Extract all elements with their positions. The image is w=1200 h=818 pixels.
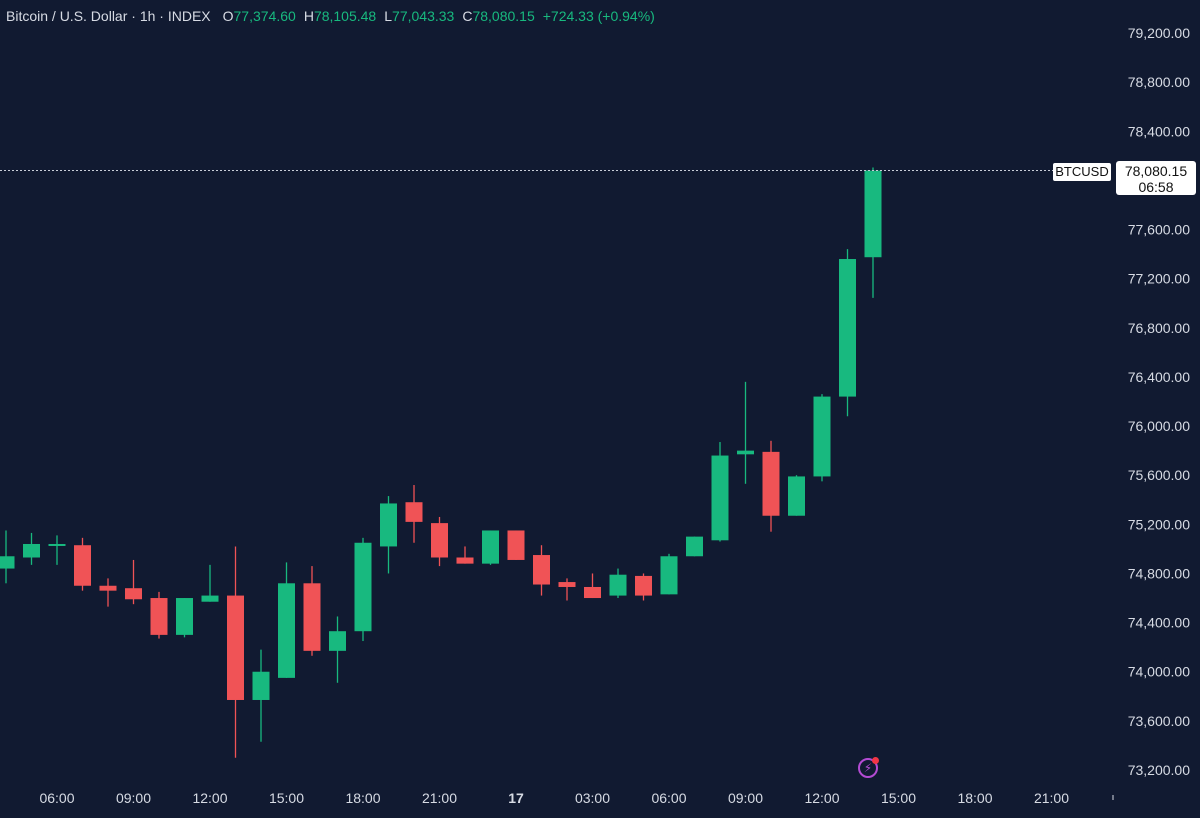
candle-body[interactable] (176, 598, 193, 635)
time-tick-label: 09:00 (728, 790, 763, 806)
candle-body[interactable] (558, 582, 576, 587)
time-tick-label: 06:00 (651, 790, 686, 806)
open-key: O (222, 8, 234, 24)
candle-body[interactable] (23, 543, 40, 558)
time-tick-label: 12:00 (192, 790, 227, 806)
candle-body[interactable] (303, 583, 321, 651)
candle-body[interactable] (788, 476, 805, 516)
candle-body[interactable] (711, 455, 729, 541)
candle-body[interactable] (839, 259, 856, 397)
time-tick-label: 03:00 (575, 790, 610, 806)
price-tick-label: 76,800.00 (1128, 320, 1190, 336)
time-tick-label: 15:00 (881, 790, 916, 806)
high-key: H (303, 8, 314, 24)
high-value: 78,105.48 (313, 8, 377, 24)
candle-body[interactable] (635, 575, 652, 596)
candle-body[interactable] (0, 556, 15, 569)
time-axis[interactable]: 06:00 09:00 12:00 15:00 18:00 21:00 17 03:00 06:… (39, 790, 1069, 806)
last-price-badge: 78,080.15 06:58 (1116, 161, 1196, 195)
candle-body[interactable] (354, 542, 372, 632)
candle-body[interactable] (686, 536, 703, 557)
price-tick-label: 78,400.00 (1128, 123, 1190, 139)
time-tick-label: 21:00 (1034, 790, 1069, 806)
candle-body[interactable] (380, 503, 397, 547)
change-value: +724.33 (+0.94%) (542, 8, 655, 24)
price-tick-label: 74,400.00 (1128, 615, 1190, 631)
candle-body[interactable] (737, 450, 754, 455)
candle-body[interactable] (762, 451, 780, 516)
candle-body[interactable] (405, 502, 423, 522)
candle-body[interactable] (533, 555, 550, 585)
candle-body[interactable] (507, 530, 525, 560)
low-value: 77,043.33 (392, 8, 455, 24)
time-tick-label: 17 (508, 790, 524, 806)
candle-body[interactable] (99, 585, 117, 591)
candle-body[interactable] (660, 556, 678, 595)
time-tick-label: 06:00 (39, 790, 74, 806)
last-price-value: 78,080.15 (1124, 163, 1188, 179)
candle-body[interactable] (813, 396, 831, 477)
price-tick-label: 77,200.00 (1128, 271, 1190, 287)
candle-body[interactable] (329, 631, 346, 651)
chart-legend: Bitcoin / U.S. Dollar · 1h · INDEX O 77,3… (6, 8, 663, 24)
candle-body[interactable] (456, 557, 474, 564)
candle-body[interactable] (150, 598, 168, 635)
price-tick-label: 76,400.00 (1128, 369, 1190, 385)
time-tick-label: 12:00 (804, 790, 839, 806)
candle-body[interactable] (609, 574, 627, 596)
notification-dot-icon (872, 757, 879, 764)
time-tick-label: 18:00 (345, 790, 380, 806)
bar-countdown: 06:58 (1138, 179, 1174, 195)
close-key: C (462, 8, 473, 24)
candle-body[interactable] (227, 595, 244, 700)
price-tick-label: 73,600.00 (1128, 713, 1190, 729)
time-tick-label: 09:00 (116, 790, 151, 806)
symbol-price-label: BTCUSD (1053, 163, 1111, 181)
candle-body[interactable] (584, 586, 601, 599)
time-tick-label: 18:00 (957, 790, 992, 806)
price-axis[interactable]: 79,200.0078,800.0078,400.0078,000.0077,6… (1128, 25, 1190, 778)
candle-body[interactable] (252, 671, 270, 700)
symbol-title[interactable]: Bitcoin / U.S. Dollar · 1h · INDEX (6, 8, 211, 24)
open-value: 77,374.60 (233, 8, 296, 24)
close-value: 78,080.15 (472, 8, 535, 24)
candle-body[interactable] (482, 530, 499, 564)
candle-body[interactable] (201, 595, 219, 602)
candle-body[interactable] (48, 543, 66, 546)
low-key: L (384, 8, 393, 24)
price-tick-label: 73,200.00 (1128, 762, 1190, 778)
price-tick-label: 77,600.00 (1128, 222, 1190, 238)
candle-body[interactable] (431, 523, 448, 558)
time-tick-label: 15:00 (269, 790, 304, 806)
price-tick-label: 79,200.00 (1128, 25, 1190, 41)
price-tick-label: 76,000.00 (1128, 418, 1190, 434)
price-tick-label: 74,800.00 (1128, 565, 1190, 581)
candle-body[interactable] (74, 545, 91, 586)
flash-alert-icon[interactable]: ⚡ (858, 758, 878, 778)
price-tick-label: 75,600.00 (1128, 467, 1190, 483)
price-tick-label: 75,200.00 (1128, 516, 1190, 532)
price-tick-label: 78,800.00 (1128, 74, 1190, 90)
candle-body[interactable] (125, 588, 142, 600)
time-tick-label: 21:00 (422, 790, 457, 806)
price-tick-label: 74,000.00 (1128, 664, 1190, 680)
candle-body[interactable] (278, 583, 295, 678)
candles-layer (0, 167, 882, 758)
candle-body[interactable] (864, 170, 882, 258)
